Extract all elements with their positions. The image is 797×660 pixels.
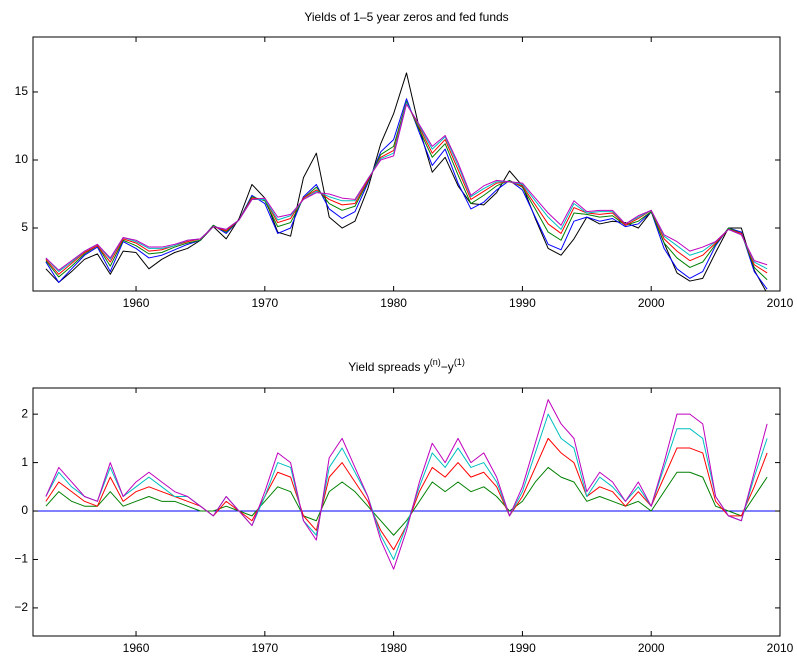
x-tick-label: 2010 — [767, 641, 794, 655]
chart-title: Yields of 1–5 year zeros and fed funds — [304, 10, 508, 24]
x-tick-label: 1970 — [251, 641, 278, 655]
series-line — [45, 103, 768, 271]
axes-frame — [32, 387, 781, 637]
x-tick-label: 1980 — [380, 296, 407, 310]
x-tick-label: 1960 — [123, 641, 150, 655]
series-line — [45, 437, 768, 551]
x-tick-label: 1980 — [380, 641, 407, 655]
series-line — [45, 72, 767, 291]
title-superscript: (1) — [454, 357, 465, 367]
axes-frame — [32, 36, 781, 292]
y-tick-label: 5 — [21, 220, 28, 234]
series-line — [45, 102, 768, 273]
title-part: Yield spreads y — [348, 360, 430, 374]
x-tick-label: 2000 — [638, 641, 665, 655]
chart-title: Yield spreads y(n)−y(1) — [348, 357, 465, 374]
series-line — [45, 466, 768, 536]
x-tick-label: 2000 — [638, 296, 665, 310]
y-tick-label: 2 — [21, 406, 28, 420]
title-superscript: (n) — [430, 357, 441, 367]
plot-area — [33, 399, 780, 570]
x-tick-label: 1990 — [509, 641, 536, 655]
y-tick-label: 15 — [15, 84, 29, 98]
x-tick-label: 1970 — [251, 296, 278, 310]
series-line — [45, 413, 768, 560]
series-line — [45, 100, 768, 281]
x-tick-label: 2010 — [767, 296, 794, 310]
y-tick-label: −2 — [14, 600, 28, 614]
series-line — [45, 98, 768, 290]
y-tick-label: −1 — [14, 552, 28, 566]
plot-area — [45, 72, 768, 291]
series-line — [45, 399, 768, 570]
y-tick-label: 0 — [21, 503, 28, 517]
x-tick-label: 1990 — [509, 296, 536, 310]
y-tick-label: 10 — [15, 152, 29, 166]
title-part: −y — [441, 360, 454, 374]
x-tick-label: 1960 — [123, 296, 150, 310]
y-tick-label: 1 — [21, 455, 28, 469]
